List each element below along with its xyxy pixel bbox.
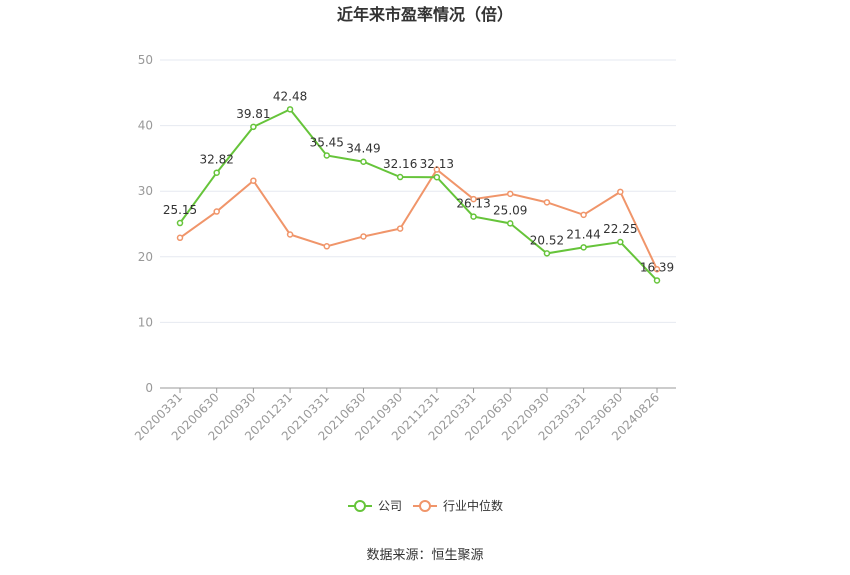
series-line-company	[179, 108, 658, 282]
data-point	[470, 213, 477, 220]
data-point	[286, 231, 294, 238]
data-point	[396, 173, 404, 181]
data-label: 32.13	[420, 157, 454, 171]
data-label: 32.16	[383, 157, 417, 171]
y-tick-label: 50	[138, 53, 153, 67]
data-point	[176, 219, 184, 227]
data-point	[653, 266, 661, 273]
data-label: 22.25	[603, 222, 637, 236]
y-tick-label: 10	[138, 315, 153, 329]
data-point	[286, 106, 294, 113]
data-point	[360, 158, 367, 165]
y-tick-label: 20	[138, 250, 153, 264]
series-line-industry-median	[179, 168, 658, 270]
data-label: 21.44	[566, 227, 600, 241]
grid	[160, 59, 676, 323]
legend-marker	[419, 500, 431, 512]
data-point	[433, 166, 441, 173]
data-label: 34.49	[346, 142, 380, 156]
y-tick-label: 30	[138, 184, 153, 198]
data-label: 16.39	[640, 260, 674, 274]
data-point	[323, 152, 331, 159]
y-tick-label: 40	[138, 119, 153, 133]
data-point	[543, 250, 551, 257]
data-point	[580, 211, 587, 219]
data-point	[506, 190, 514, 198]
source-note: 数据来源：恒生聚源	[366, 548, 483, 563]
data-point	[506, 220, 514, 227]
data-point	[433, 173, 441, 181]
legend[interactable]: 公司 行业中位数	[348, 498, 503, 513]
data-point	[580, 244, 587, 251]
legend-label: 行业中位数	[443, 498, 503, 513]
axes: 0102030405020200331202006302020093020201…	[132, 53, 676, 443]
legend-item-company[interactable]: 公司	[348, 499, 402, 513]
data-label: 39.81	[236, 107, 270, 121]
legend-marker	[354, 500, 366, 512]
data-label: 42.48	[273, 89, 307, 103]
data-point	[543, 199, 551, 206]
data-point	[213, 169, 220, 176]
data-point	[617, 238, 624, 246]
y-tick-label: 0	[145, 381, 153, 395]
data-point	[617, 188, 624, 196]
data-point	[323, 243, 331, 250]
data-label: 26.13	[456, 197, 490, 211]
data-point	[176, 234, 184, 242]
data-label: 20.52	[530, 233, 564, 247]
data-point	[360, 233, 367, 240]
data-label: 32.82	[200, 153, 234, 167]
legend-label: 公司	[378, 499, 402, 513]
data-label: 25.15	[163, 203, 197, 217]
data-point	[250, 177, 257, 184]
data-point	[213, 208, 220, 215]
series	[176, 106, 661, 284]
data-label: 35.45	[310, 135, 344, 149]
legend-item-industry-median[interactable]: 行业中位数	[413, 498, 503, 513]
data-point	[470, 195, 477, 203]
chart-title: 近年来市盈率情况（倍）	[337, 5, 513, 24]
data-point	[396, 225, 404, 232]
data-label: 25.09	[493, 203, 527, 217]
data-point	[653, 277, 661, 284]
data-point	[250, 123, 257, 131]
